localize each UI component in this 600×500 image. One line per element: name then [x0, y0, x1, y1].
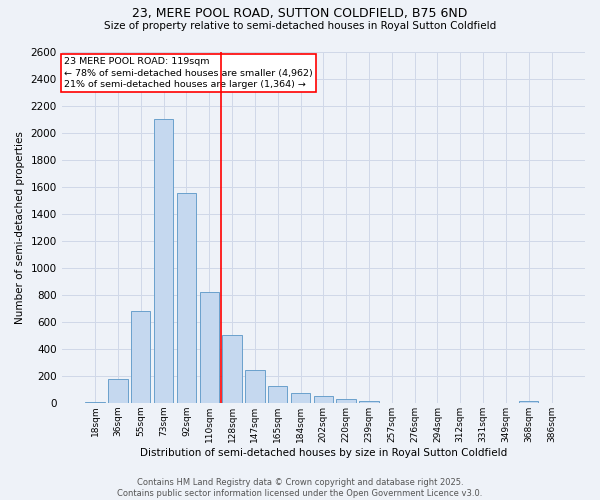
Bar: [108, 379, 128, 403]
Bar: [291, 394, 310, 403]
Bar: [519, 401, 538, 403]
Bar: [245, 370, 265, 403]
Bar: [154, 119, 173, 403]
Text: 23, MERE POOL ROAD, SUTTON COLDFIELD, B75 6ND: 23, MERE POOL ROAD, SUTTON COLDFIELD, B7…: [133, 8, 467, 20]
Bar: [177, 194, 196, 403]
Bar: [131, 311, 151, 403]
Bar: [359, 402, 379, 403]
X-axis label: Distribution of semi-detached houses by size in Royal Sutton Coldfield: Distribution of semi-detached houses by …: [140, 448, 507, 458]
Bar: [85, 402, 105, 403]
Bar: [200, 292, 219, 403]
Bar: [268, 386, 287, 403]
Text: Contains HM Land Registry data © Crown copyright and database right 2025.
Contai: Contains HM Land Registry data © Crown c…: [118, 478, 482, 498]
Text: Size of property relative to semi-detached houses in Royal Sutton Coldfield: Size of property relative to semi-detach…: [104, 21, 496, 31]
Y-axis label: Number of semi-detached properties: Number of semi-detached properties: [15, 130, 25, 324]
Bar: [223, 335, 242, 403]
Text: 23 MERE POOL ROAD: 119sqm
← 78% of semi-detached houses are smaller (4,962)
21% : 23 MERE POOL ROAD: 119sqm ← 78% of semi-…: [64, 57, 313, 90]
Bar: [314, 396, 333, 403]
Bar: [337, 398, 356, 403]
